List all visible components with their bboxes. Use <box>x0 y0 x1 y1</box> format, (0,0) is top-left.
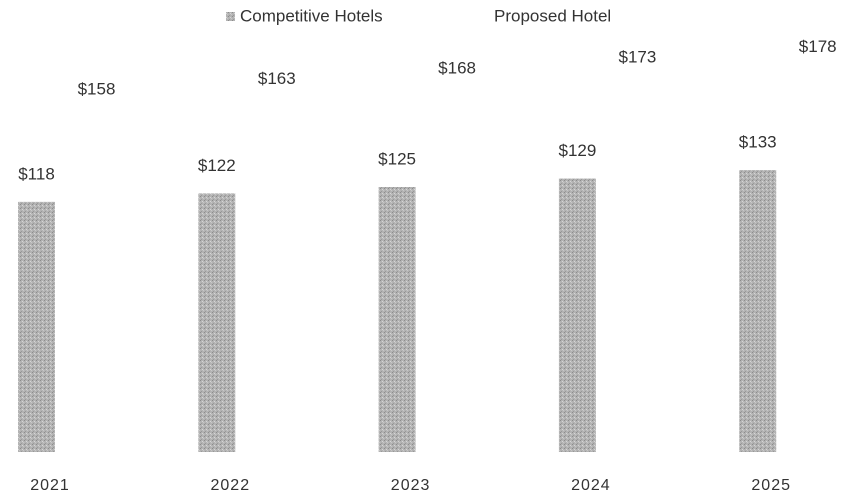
legend-label: Competitive Hotels <box>240 6 383 25</box>
data-label: $163 <box>258 69 296 88</box>
bar <box>378 187 416 452</box>
bar <box>438 95 476 452</box>
x-tick-label: 2022 <box>211 477 251 494</box>
data-label: $168 <box>438 58 476 77</box>
x-tick-label: 2024 <box>571 477 611 494</box>
x-tick-label: 2021 <box>30 477 70 494</box>
data-label: $118 <box>18 164 55 183</box>
bar <box>618 85 656 453</box>
data-label: $158 <box>78 80 116 99</box>
bar <box>799 74 837 452</box>
data-label: $173 <box>618 48 656 67</box>
bar <box>78 117 115 452</box>
bar <box>198 193 236 453</box>
legend-swatch <box>480 12 489 21</box>
bar <box>558 178 596 452</box>
data-label: $129 <box>558 141 596 160</box>
legend-swatch <box>226 12 235 21</box>
data-label: $122 <box>198 156 236 175</box>
bar <box>258 106 296 452</box>
legend-label: Proposed Hotel <box>494 6 611 25</box>
x-tick-label: 2025 <box>751 477 791 494</box>
data-label: $178 <box>799 37 837 56</box>
bar <box>739 170 777 453</box>
data-label: $125 <box>378 149 416 168</box>
data-label: $133 <box>739 133 777 152</box>
x-tick-label: 2023 <box>391 477 431 494</box>
bar <box>18 201 55 452</box>
